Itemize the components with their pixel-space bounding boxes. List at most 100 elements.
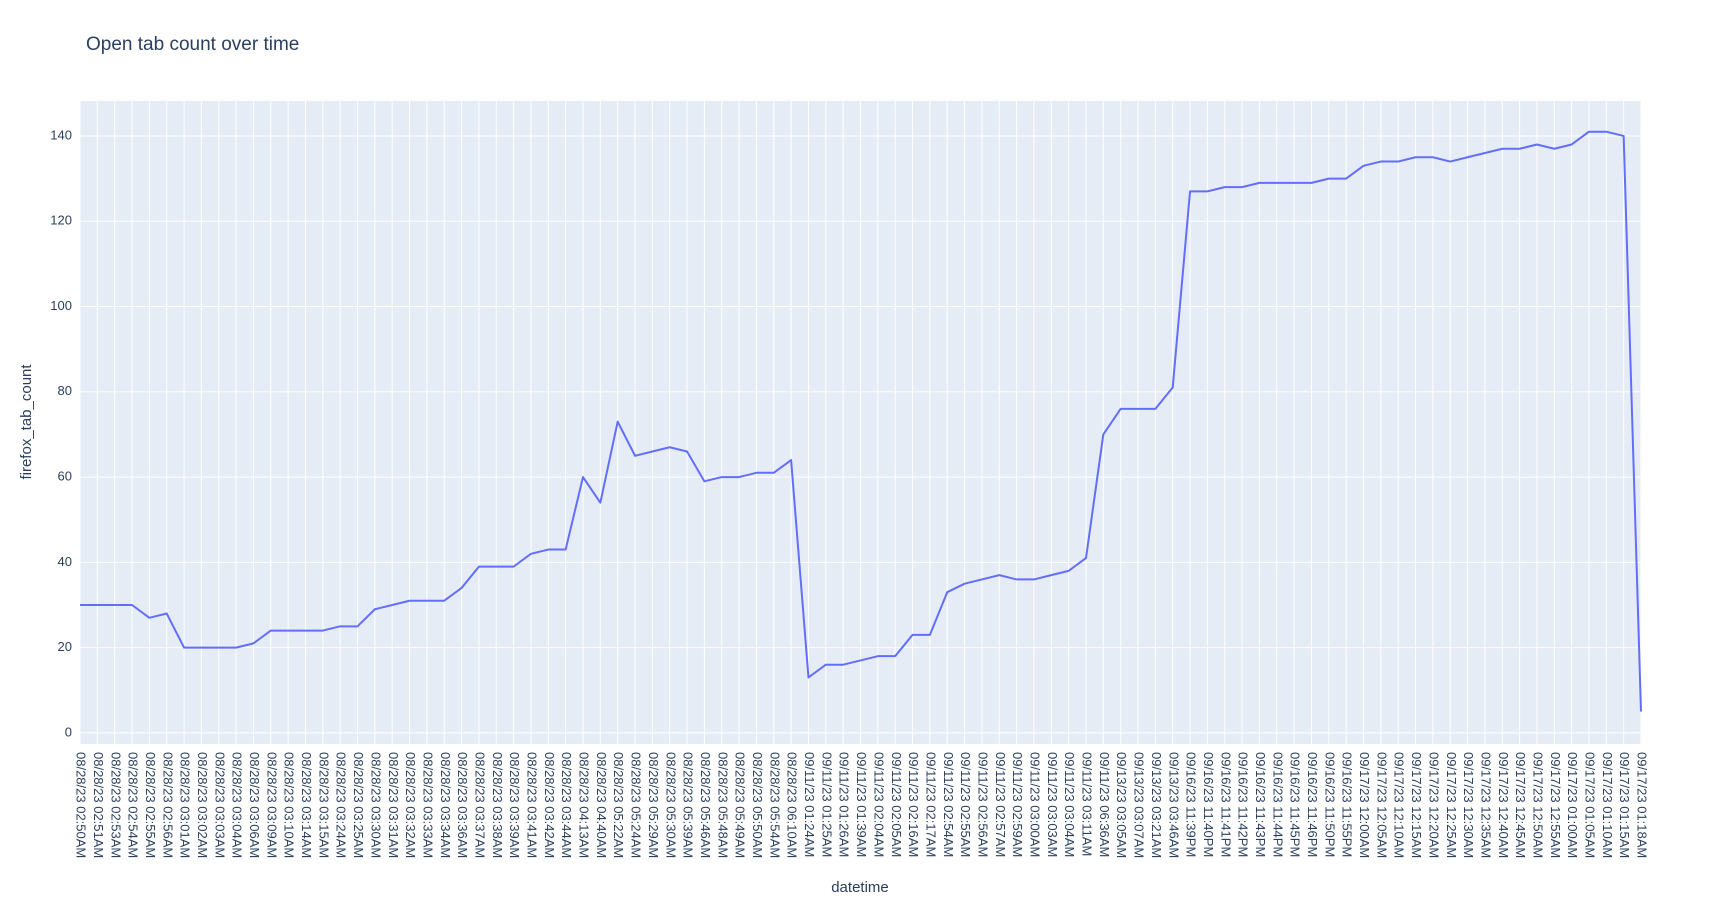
x-tick-label: 09/16/23 11:41PM [1218, 752, 1233, 857]
x-tick-label: 08/28/23 05:46AM [698, 752, 713, 858]
x-tick-label: 08/28/23 05:50AM [750, 752, 765, 858]
x-tick-label: 08/28/23 04:13AM [577, 752, 592, 858]
x-tick-label: 09/17/23 12:25AM [1444, 752, 1459, 858]
y-tick-label: 40 [58, 554, 72, 569]
x-tick-label: 08/28/23 03:10AM [282, 752, 297, 858]
x-tick-label: 09/17/23 12:50AM [1530, 752, 1545, 858]
x-tick-label: 08/28/23 03:37AM [472, 752, 487, 858]
x-tick-label: 08/28/23 04:40AM [594, 752, 609, 858]
x-tick-label: 09/17/23 12:20AM [1426, 752, 1441, 858]
x-tick-label: 09/16/23 11:43PM [1253, 752, 1268, 857]
x-tick-label: 09/11/23 02:54AM [941, 752, 956, 857]
chart-title: Open tab count over time [86, 34, 299, 55]
x-tick-label: 09/16/23 11:42PM [1236, 752, 1251, 857]
x-tick-label: 08/28/23 02:56AM [160, 752, 175, 858]
x-tick-label: 09/16/23 11:45PM [1288, 752, 1303, 857]
x-tick-label: 09/16/23 11:39PM [1184, 752, 1199, 857]
x-axis-title: datetime [831, 879, 889, 896]
x-tick-label: 09/11/23 01:39AM [854, 752, 869, 857]
x-tick-label: 09/11/23 02:16AM [906, 752, 921, 857]
x-tick-label: 08/28/23 05:29AM [646, 752, 661, 858]
x-tick-label: 09/17/23 12:30AM [1461, 752, 1476, 858]
x-tick-label: 09/11/23 02:57AM [993, 752, 1008, 857]
x-tick-label: 09/11/23 02:55AM [958, 752, 973, 857]
x-tick-label: 08/28/23 02:51AM [91, 752, 106, 858]
x-tick-label: 09/17/23 12:40AM [1496, 752, 1511, 858]
x-tick-label: 09/17/23 01:05AM [1583, 752, 1598, 858]
x-tick-label: 08/28/23 03:01AM [178, 752, 193, 858]
x-tick-label: 08/28/23 03:33AM [420, 752, 435, 858]
x-tick-label: 08/28/23 02:55AM [143, 752, 158, 858]
x-tick-label: 09/17/23 12:55AM [1548, 752, 1563, 858]
x-tick-label: 09/17/23 12:35AM [1478, 752, 1493, 858]
x-tick-label: 08/28/23 05:49AM [733, 752, 748, 858]
x-tick-label: 09/17/23 01:15AM [1617, 752, 1632, 858]
y-tick-label: 120 [50, 213, 72, 228]
x-tick-label: 08/28/23 03:04AM [230, 752, 245, 858]
x-tick-label: 09/16/23 11:40PM [1201, 752, 1216, 857]
x-tick-label: 08/28/23 02:50AM [74, 752, 89, 858]
y-tick-label: 140 [50, 127, 72, 142]
x-tick-label: 08/28/23 03:30AM [368, 752, 383, 858]
x-tick-label: 08/28/23 03:14AM [299, 752, 314, 858]
x-tick-label: 09/11/23 01:25AM [819, 752, 834, 857]
x-tick-label: 09/16/23 11:55PM [1340, 752, 1355, 857]
x-tick-label: 08/28/23 03:06AM [247, 752, 262, 858]
x-tick-label: 09/11/23 02:05AM [889, 752, 904, 857]
x-tick-label: 08/28/23 05:48AM [715, 752, 730, 858]
x-tick-label: 09/17/23 01:10AM [1600, 752, 1615, 858]
y-tick-label: 60 [58, 469, 72, 484]
x-tick-label: 09/11/23 03:00AM [1028, 752, 1043, 857]
x-tick-label: 09/17/23 01:18AM [1635, 752, 1650, 858]
y-tick-label: 80 [58, 383, 72, 398]
x-tick-label: 09/11/23 06:36AM [1097, 752, 1112, 857]
x-tick-label: 09/11/23 02:17AM [923, 752, 938, 857]
y-tick-label: 100 [50, 298, 72, 313]
x-tick-label: 08/28/23 03:41AM [525, 752, 540, 858]
x-tick-label: 09/17/23 12:15AM [1409, 752, 1424, 858]
x-tick-label: 08/28/23 02:53AM [108, 752, 123, 858]
x-tick-label: 08/28/23 05:54AM [767, 752, 782, 858]
x-tick-label: 08/28/23 03:02AM [195, 752, 210, 858]
x-tick-label: 08/28/23 03:03AM [212, 752, 227, 858]
x-tick-label: 08/28/23 03:32AM [403, 752, 418, 858]
x-tick-label: 09/13/23 03:21AM [1149, 752, 1164, 858]
x-tick-label: 08/28/23 03:42AM [542, 752, 557, 858]
x-tick-label: 09/11/23 02:56AM [975, 752, 990, 857]
x-tick-label: 09/17/23 12:45AM [1513, 752, 1528, 858]
x-tick-label: 09/11/23 02:04AM [871, 752, 886, 857]
data-line [80, 130, 1642, 712]
x-tick-label: 09/16/23 11:44PM [1270, 752, 1285, 857]
x-tick-label: 09/13/23 03:05AM [1114, 752, 1129, 858]
x-tick-label: 08/28/23 03:09AM [264, 752, 279, 858]
x-tick-label: 09/17/23 12:10AM [1392, 752, 1407, 858]
x-tick-label: 09/17/23 01:00AM [1565, 752, 1580, 858]
x-tick-label: 08/28/23 03:24AM [334, 752, 349, 858]
y-tick-label: 20 [58, 639, 72, 654]
y-tick-label: 0 [65, 724, 72, 739]
x-tick-label: 09/13/23 03:46AM [1166, 752, 1181, 858]
x-tick-label: 08/28/23 05:24AM [629, 752, 644, 858]
x-tick-label: 09/11/23 02:59AM [1010, 752, 1025, 857]
x-tick-label: 08/28/23 05:30AM [663, 752, 678, 858]
x-tick-label: 08/28/23 05:39AM [681, 752, 696, 858]
x-tick-label: 09/11/23 03:03AM [1045, 752, 1060, 857]
x-tick-label: 09/11/23 01:24AM [802, 752, 817, 857]
x-tick-label: 08/28/23 03:44AM [559, 752, 574, 858]
x-tick-label: 09/16/23 11:50PM [1322, 752, 1337, 857]
x-tick-label: 09/17/23 12:05AM [1374, 752, 1389, 858]
x-tick-label: 09/11/23 03:04AM [1062, 752, 1077, 857]
x-tick-label: 08/28/23 03:25AM [351, 752, 366, 858]
x-tick-label: 08/28/23 03:31AM [386, 752, 401, 858]
x-tick-label: 08/28/23 03:15AM [316, 752, 331, 858]
x-tick-label: 09/17/23 12:00AM [1357, 752, 1372, 858]
x-tick-label: 08/28/23 05:22AM [611, 752, 626, 858]
x-tick-label: 08/28/23 03:39AM [507, 752, 522, 858]
x-tick-label: 08/28/23 03:36AM [455, 752, 470, 858]
y-axis-title: firefox_tab_count [18, 364, 35, 480]
x-tick-label: 08/28/23 02:54AM [126, 752, 141, 858]
x-tick-label: 08/28/23 03:34AM [438, 752, 453, 858]
x-tick-label: 09/16/23 11:46PM [1305, 752, 1320, 857]
